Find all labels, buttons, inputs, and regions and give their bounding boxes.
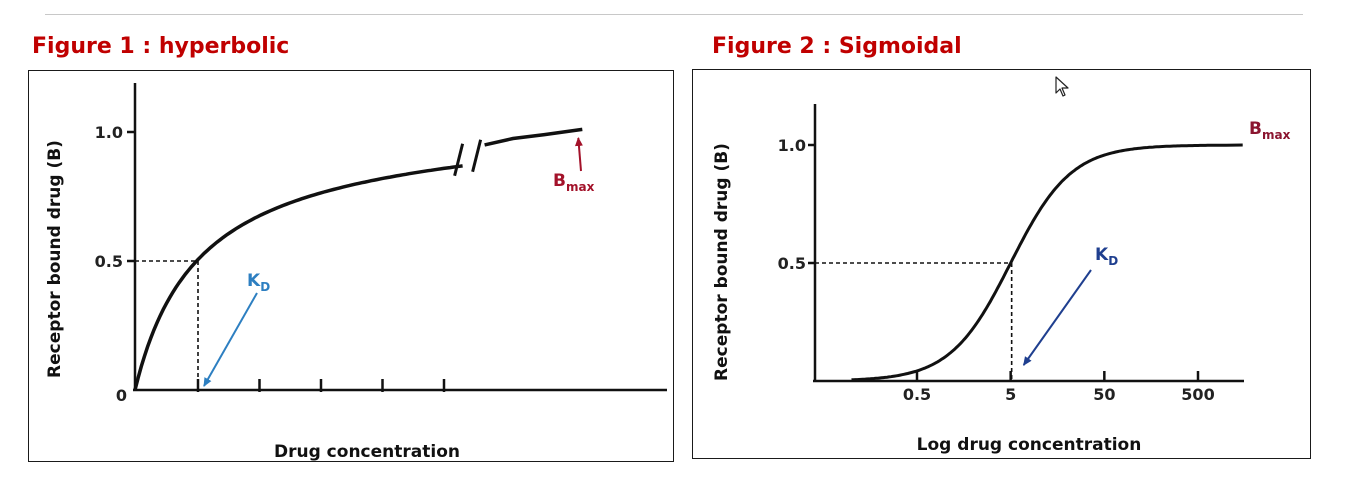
top-divider: [45, 14, 1303, 15]
break-stroke: [453, 143, 465, 177]
figure1-chart: 0 0.5 1.0 Drug concentration Receptor boun…: [45, 83, 667, 462]
curve-segment-before-break: [133, 164, 463, 391]
bmax-subscript: max: [566, 180, 595, 194]
bmax-arrow: [574, 137, 583, 172]
mouse-pointer-icon: [1055, 76, 1069, 97]
y-tick-label: 1.0: [95, 123, 123, 142]
bmax-label: B: [1249, 119, 1262, 139]
x-axis-label: Log drug concentration: [917, 435, 1142, 455]
kd-arrow: [1022, 269, 1092, 366]
break-stroke: [471, 139, 483, 173]
bmax-subscript: max: [1262, 128, 1291, 142]
figure2-panel: 0.5 1.0 0.5 5 50 500 Log drug concentration …: [692, 69, 1311, 459]
figure1-title: Figure 1 : hyperbolic: [32, 34, 290, 59]
x-tick-label: 500: [1181, 385, 1214, 404]
y-axis-label: Receptor bound drug (B): [712, 143, 732, 381]
x-tick-label: 50: [1093, 385, 1115, 404]
kd-annotation: KD: [1022, 245, 1118, 366]
y-tick-label: 0.5: [778, 254, 806, 273]
svg-text:KD: KD: [247, 271, 270, 294]
axis-break-mark: [453, 139, 483, 177]
kd-subscript: D: [1108, 254, 1118, 268]
kd-label: K: [247, 271, 261, 291]
y-tick-label: 0.5: [95, 252, 123, 271]
kd-arrow: [203, 292, 258, 387]
kd-annotation: KD: [203, 271, 270, 387]
x-tick-label: 0.5: [903, 385, 931, 404]
y-tick-label: 0: [116, 386, 127, 405]
figure1-panel: 0 0.5 1.0 Drug concentration Receptor boun…: [28, 70, 674, 462]
curve-segment-after-break: [484, 127, 583, 147]
svg-text:Bmax: Bmax: [1249, 119, 1291, 142]
figure2-chart: 0.51.0 0.5 5 50 500 Log drug concentration …: [712, 104, 1291, 455]
x-axis-label: Drug concentration: [274, 442, 460, 462]
y-tick-label: 1.0: [778, 136, 806, 155]
svg-text:Bmax: Bmax: [553, 171, 595, 194]
x-tick-label: 5: [1005, 385, 1016, 404]
figure2-title: Figure 2 : Sigmoidal: [712, 34, 962, 59]
kd-label: K: [1095, 245, 1109, 265]
bmax-annotation: Bmax: [553, 137, 595, 194]
bmax-label: B: [553, 171, 566, 191]
y-axis-label: Receptor bound drug (B): [45, 140, 65, 378]
kd-subscript: D: [260, 280, 270, 294]
sigmoid-curve: [851, 143, 1243, 382]
svg-text:KD: KD: [1095, 245, 1118, 268]
